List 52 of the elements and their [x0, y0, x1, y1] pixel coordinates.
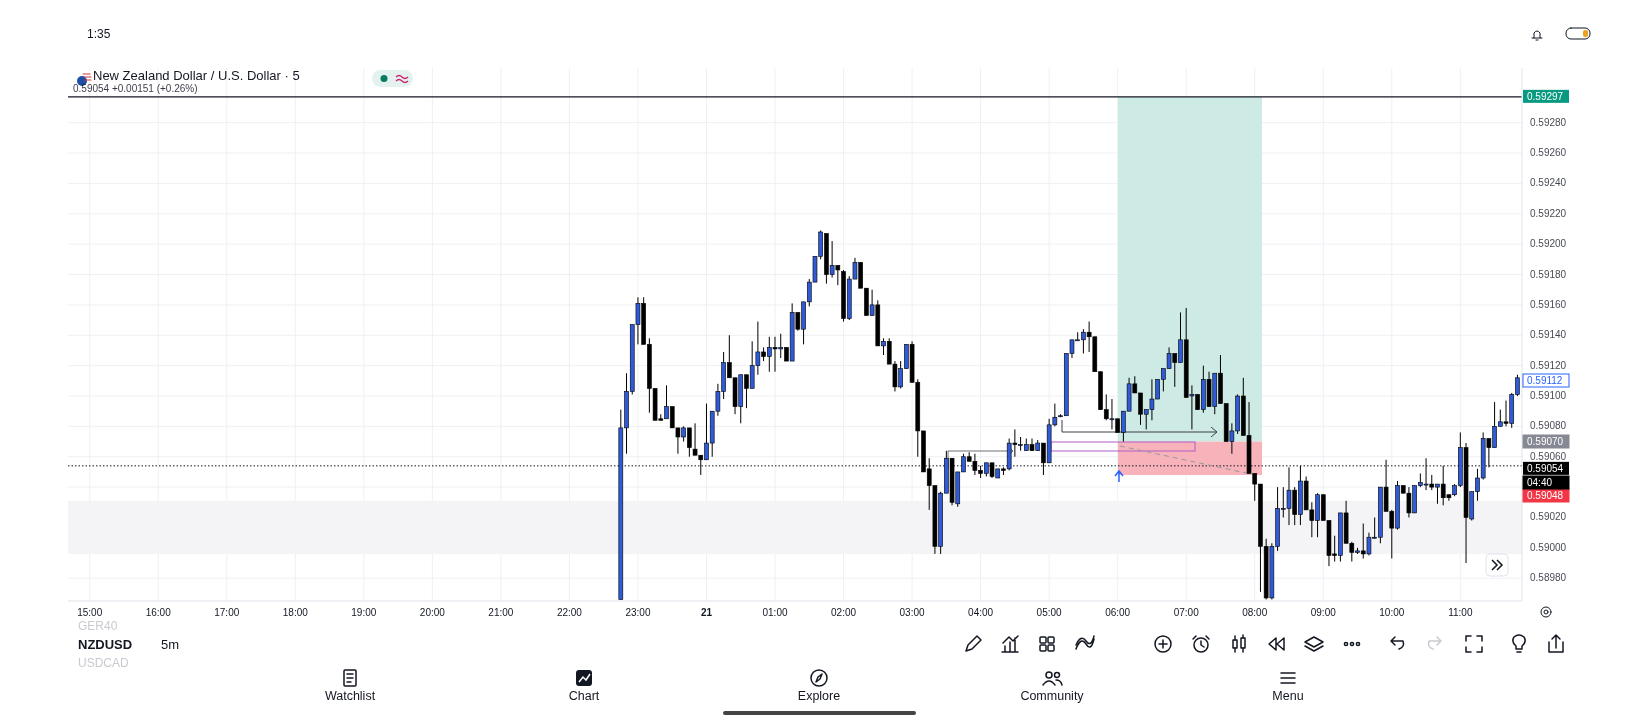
y-tick-label: 0.59080	[1530, 420, 1567, 432]
text: 0.59054 +0.00151 (+0.26%)	[73, 83, 198, 94]
y-tick-label: 0.59240	[1530, 177, 1567, 189]
x-tick-label: 03:00	[899, 607, 926, 618]
y-tick-label: 0.58980	[1530, 572, 1567, 584]
text: 0.59112	[1527, 375, 1563, 386]
y-tick-label: 0.59020	[1530, 511, 1567, 523]
y-tick-label: 0.59120	[1530, 359, 1567, 371]
x-tick-label: 08:00	[1242, 607, 1268, 618]
y-tick-label: 0.59220	[1530, 207, 1567, 219]
x-tick-label: 02:00	[831, 607, 857, 618]
x-tick-label: 15:00	[77, 607, 103, 618]
x-tick-label: 21	[700, 607, 713, 618]
y-tick-label: 0.59180	[1530, 268, 1567, 280]
x-tick-label: 19:00	[351, 607, 377, 618]
x-tick-label: 20:00	[419, 607, 446, 618]
text: 1:35	[87, 27, 111, 41]
text: Explore	[797, 689, 841, 703]
chart-title: New Zealand Dollar / U.S. Dollar · 5	[93, 68, 300, 83]
text: 0.59070	[1527, 436, 1564, 447]
text: Community	[1020, 689, 1085, 703]
y-tick-label: 0.59260	[1530, 147, 1567, 159]
text: Chart	[568, 689, 600, 703]
x-tick-label: 09:00	[1310, 607, 1337, 618]
text: 04:40	[1527, 477, 1553, 488]
x-tick-label: 16:00	[145, 607, 172, 618]
text: Watchlist	[324, 689, 376, 703]
x-tick-label: 22:00	[556, 607, 583, 618]
x-tick-label: 06:00	[1105, 607, 1131, 618]
text: NZDUSD	[78, 637, 133, 652]
y-tick-label: 0.59140	[1530, 329, 1567, 341]
y-tick-label: 0.59000	[1530, 541, 1567, 553]
x-tick-label: 18:00	[282, 607, 309, 618]
x-tick-label: 17:00	[214, 607, 240, 618]
ref-line-label: 0.59297	[1527, 90, 1564, 102]
y-tick-label: 0.59200	[1530, 238, 1567, 250]
text: 0.59048	[1527, 490, 1564, 501]
x-tick-label: 07:00	[1173, 607, 1200, 618]
y-tick-label: 0.59060	[1530, 450, 1567, 462]
x-tick-label: 23:00	[625, 607, 651, 618]
y-tick-label: 0.59160	[1530, 298, 1567, 310]
x-tick-label: 10:00	[1379, 607, 1405, 618]
x-tick-label: 11:00	[1448, 607, 1473, 618]
y-tick-label: 0.59280	[1530, 116, 1567, 128]
x-tick-label: 01:00	[762, 607, 788, 618]
x-tick-label: 21:00	[488, 607, 514, 618]
x-tick-label: 05:00	[1036, 607, 1063, 618]
y-tick-label: 0.59100	[1530, 390, 1567, 401]
text: 5m	[161, 637, 180, 652]
text: Menu	[1272, 689, 1304, 703]
x-tick-label: 04:00	[968, 607, 994, 618]
ref-line-label: 0.59054	[1527, 462, 1564, 474]
